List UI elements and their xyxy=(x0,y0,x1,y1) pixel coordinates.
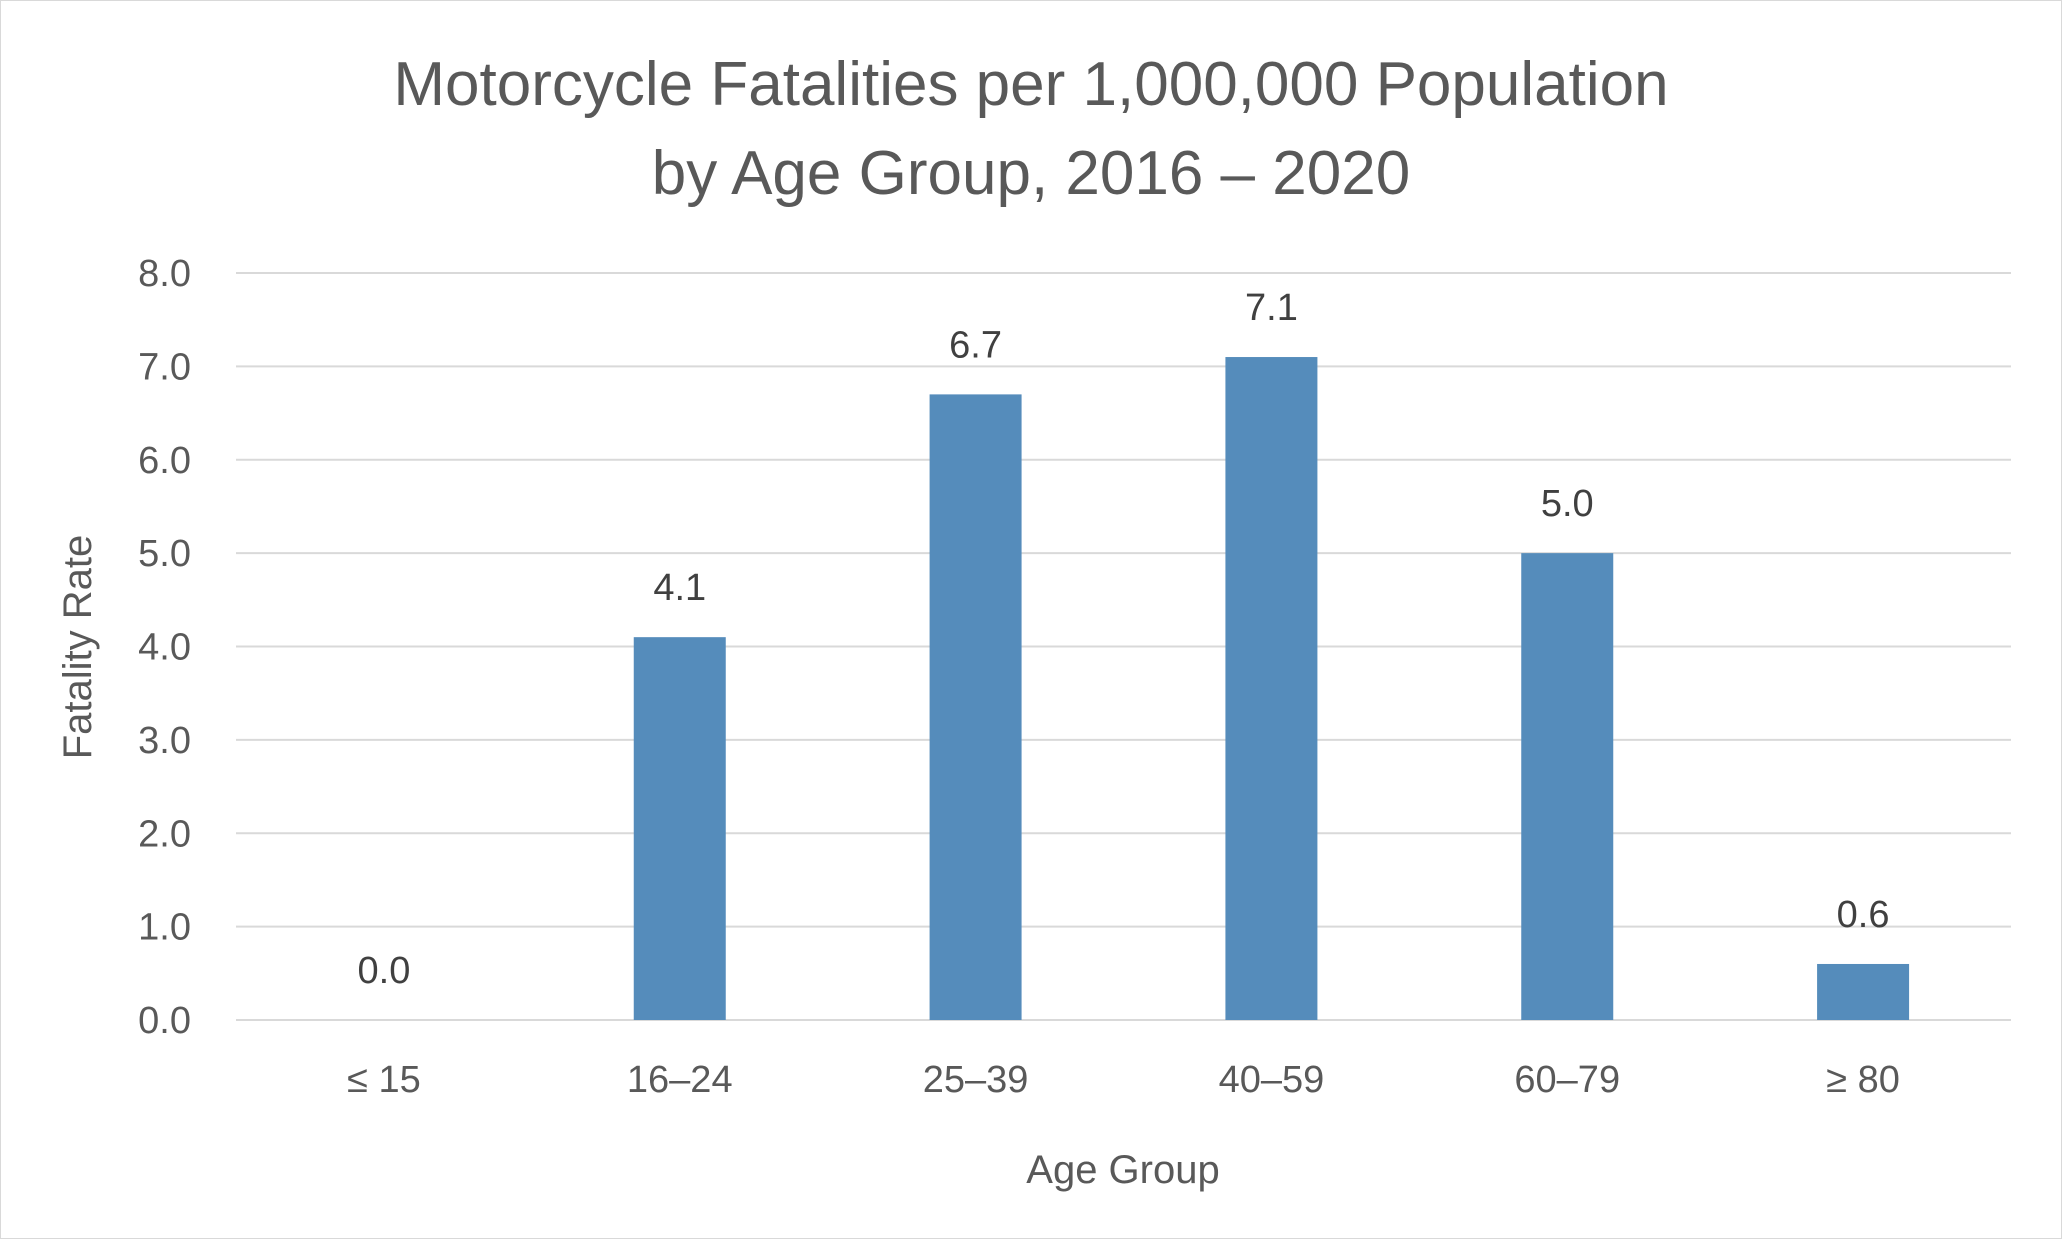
x-axis-title: Age Group xyxy=(1026,1148,1219,1192)
chart-title-line-2: by Age Group, 2016 – 2020 xyxy=(652,139,1410,208)
data-label: 4.1 xyxy=(653,567,706,609)
data-label: 5.0 xyxy=(1541,483,1594,525)
y-tick-label: 4.0 xyxy=(138,627,191,669)
y-tick-label: 6.0 xyxy=(138,440,191,482)
bar xyxy=(929,394,1022,1020)
data-label: 7.1 xyxy=(1245,287,1298,329)
x-tick-label: ≥ 80 xyxy=(1826,1059,1900,1101)
x-tick-label: 60–79 xyxy=(1514,1059,1620,1101)
x-tick-label: 16–24 xyxy=(627,1059,733,1101)
bar xyxy=(1521,553,1614,1020)
chart-title-line-1: Motorcycle Fatalities per 1,000,000 Popu… xyxy=(393,50,1668,119)
x-tick-label: 25–39 xyxy=(923,1059,1029,1101)
bar xyxy=(633,637,726,1020)
x-tick-label: ≤ 15 xyxy=(347,1059,421,1101)
bars xyxy=(633,357,1910,1021)
bar xyxy=(1817,963,1910,1020)
y-tick-label: 5.0 xyxy=(138,533,191,575)
y-tick-label: 0.0 xyxy=(138,1000,191,1042)
data-label: 0.6 xyxy=(1837,894,1890,936)
x-axis-tick-labels: ≤ 15 16–24 25–39 40–59 60–79 ≥ 80 xyxy=(347,1059,1900,1101)
x-tick-label: 40–59 xyxy=(1219,1059,1325,1101)
gridlines xyxy=(236,272,2011,1021)
y-tick-label: 1.0 xyxy=(138,907,191,949)
data-labels: 0.0 4.1 6.7 7.1 5.0 0.6 xyxy=(358,287,1890,992)
y-tick-label: 8.0 xyxy=(138,253,191,295)
y-tick-label: 3.0 xyxy=(138,720,191,762)
y-tick-label: 7.0 xyxy=(138,346,191,388)
y-tick-label: 2.0 xyxy=(138,813,191,855)
bar xyxy=(1225,357,1318,1021)
data-label: 6.7 xyxy=(949,324,1002,366)
data-label: 0.0 xyxy=(358,950,411,992)
y-axis-tick-labels: 0.0 1.0 2.0 3.0 4.0 5.0 6.0 7.0 8.0 xyxy=(138,253,191,1042)
y-axis-title: Fatality Rate xyxy=(56,535,100,760)
